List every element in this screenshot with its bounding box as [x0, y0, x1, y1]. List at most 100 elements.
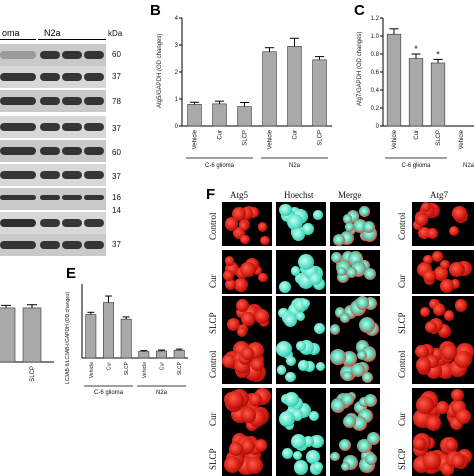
kda-value: 37 [112, 124, 121, 133]
kda-value: 37 [112, 72, 121, 81]
blot-band [0, 147, 36, 155]
cell-blob [278, 411, 295, 428]
bar [312, 59, 327, 127]
atg5-micrograph [222, 250, 272, 294]
cell-blob [340, 462, 350, 472]
category-label: Vehicle [392, 129, 398, 149]
micrograph-row-label: SLCP [208, 448, 218, 470]
atg5-micrograph [222, 296, 272, 340]
blot-band [0, 241, 36, 249]
y-tick-label: 2 [175, 70, 179, 76]
blot-band [0, 195, 36, 200]
y-tick-label: 0 [175, 124, 179, 130]
cell-blob [240, 262, 256, 278]
category-label: SLCP [30, 366, 36, 382]
blot-band [84, 147, 104, 155]
blot-band [62, 195, 82, 200]
blot-band [40, 51, 60, 59]
cell-blob [440, 278, 455, 293]
category-label: Vehicle [89, 362, 95, 378]
cell-blob [420, 202, 431, 212]
cell-blob [286, 356, 296, 367]
blot-band [62, 123, 82, 131]
category-label: SLCP [124, 361, 130, 375]
bar [212, 103, 227, 127]
blot-row [0, 234, 106, 256]
group-label: N2a [463, 163, 474, 169]
cell-blob [415, 357, 432, 373]
cell-blob [281, 447, 293, 459]
blot-band [0, 219, 36, 227]
significance-mark: * [436, 49, 440, 59]
panel-c-letter: C [354, 2, 365, 19]
cell-blob [283, 392, 299, 408]
hoechst-micrograph [276, 340, 326, 384]
category-label: Cur [218, 130, 224, 140]
merge-micrograph [330, 296, 380, 340]
cell-blob [246, 456, 263, 474]
panel-a-western-blot: oma N2a ehicle [0, 0, 110, 262]
blot-band [62, 73, 82, 81]
cell-blob [255, 309, 270, 324]
blot-band [84, 241, 104, 249]
kda-value: 60 [112, 148, 121, 157]
cell-blob [342, 370, 353, 382]
cell-blob [448, 225, 459, 236]
cell-blob [337, 271, 349, 283]
cell-blob [226, 317, 240, 331]
bar [120, 318, 132, 359]
cell-blob [258, 272, 268, 283]
blot-header-line-left [0, 39, 36, 40]
category-label: Cur [160, 362, 166, 370]
cell-blob [290, 433, 307, 450]
micrograph-row-label: SLCP [208, 312, 218, 334]
cell-blob [362, 372, 374, 384]
blot-band [62, 147, 82, 155]
cell-blob [313, 322, 326, 334]
cell-blob [451, 206, 467, 222]
merge-micrograph [330, 340, 380, 384]
bar [386, 33, 402, 127]
bar [237, 106, 252, 127]
cell-blob [239, 234, 250, 245]
category-label: Cur [107, 362, 113, 370]
group-label: C-6 glioma [205, 163, 235, 169]
cell-blob [224, 256, 235, 266]
y-tick-label: 0.8 [371, 52, 380, 58]
cell-blob [342, 351, 357, 366]
blot-row [0, 116, 106, 138]
cell-blob [366, 432, 380, 446]
significance-mark: * [414, 44, 418, 54]
bar [187, 104, 202, 127]
cell-blob [306, 450, 320, 464]
cell-blob [356, 349, 368, 361]
category-label: Vehicle [268, 129, 274, 149]
cell-blob [292, 228, 305, 241]
cell-blob [304, 361, 316, 372]
cell-blob [278, 281, 291, 294]
group-label: N2a [156, 390, 168, 396]
blot-header-line-right [38, 39, 106, 40]
category-label: SLCP [177, 361, 183, 375]
cell-blob [451, 388, 464, 401]
cell-blob [416, 396, 434, 414]
blot-band [84, 171, 104, 179]
cell-blob [308, 343, 320, 355]
merge-micrograph [330, 388, 380, 432]
cell-blob [232, 227, 245, 239]
cell-blob [432, 251, 443, 262]
blot-band [84, 51, 104, 59]
micrograph-column-label: Hoechst [284, 190, 314, 200]
blot-header-left: oma [2, 28, 20, 38]
cell-blob [228, 441, 244, 457]
cell-blob [298, 254, 315, 271]
kda-unit-label: kDa [108, 29, 123, 38]
hoechst-micrograph [276, 432, 326, 476]
cell-blob [343, 214, 353, 224]
cell-blob [260, 235, 270, 245]
cell-blob [301, 222, 314, 235]
cell-blob [303, 435, 314, 447]
cell-blob [344, 222, 354, 232]
cell-blob [235, 306, 247, 318]
cell-blob [350, 362, 366, 378]
